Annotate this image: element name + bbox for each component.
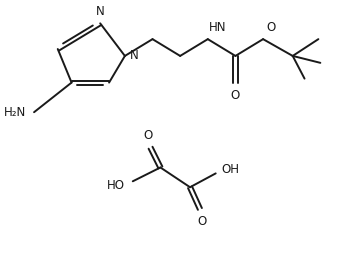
Text: N: N — [96, 5, 104, 18]
Text: O: O — [197, 215, 207, 228]
Text: O: O — [143, 129, 152, 142]
Text: H₂N: H₂N — [4, 106, 26, 119]
Text: HN: HN — [209, 21, 226, 34]
Text: O: O — [231, 88, 240, 102]
Text: O: O — [266, 21, 275, 34]
Text: N: N — [130, 50, 138, 62]
Text: OH: OH — [222, 163, 240, 176]
Text: HO: HO — [107, 179, 125, 192]
